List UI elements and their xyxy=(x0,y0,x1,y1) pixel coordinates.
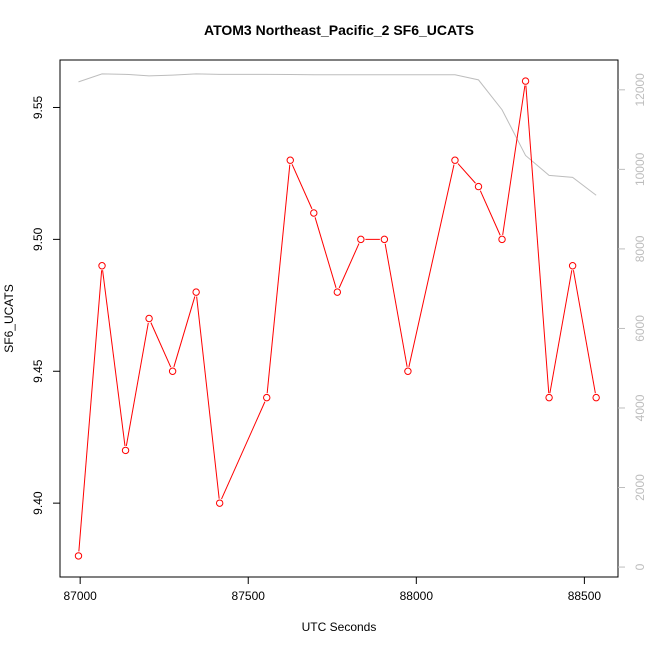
x-tick-label: 88000 xyxy=(400,589,434,603)
sf6-line-segment xyxy=(408,164,455,367)
y2-tick-label: 12000 xyxy=(633,73,647,107)
y2-tick-label: 8000 xyxy=(633,235,647,262)
y-tick-label: 9.55 xyxy=(31,95,45,119)
altitude-line xyxy=(78,73,597,196)
data-point xyxy=(592,393,600,402)
data-point xyxy=(380,235,389,244)
data-point xyxy=(521,77,530,85)
y2-tick-label: 2000 xyxy=(633,474,647,501)
data-point xyxy=(98,262,106,270)
sf6-line-segment xyxy=(173,296,196,368)
sf6-line-segment xyxy=(525,85,550,394)
sf6-line-segment xyxy=(125,322,149,447)
data-point xyxy=(568,262,577,270)
sf6-line-segment xyxy=(502,85,526,235)
data-point xyxy=(121,446,130,455)
sf6-line-segment xyxy=(196,296,220,499)
data-point xyxy=(451,156,459,164)
y-tick-label: 9.45 xyxy=(31,359,45,383)
sf6-line-segment xyxy=(102,270,126,446)
data-point xyxy=(192,288,200,296)
sf6-line-segment xyxy=(266,164,291,394)
data-point xyxy=(357,235,365,244)
sf6-line-segment xyxy=(314,217,337,288)
sf6-line-segment xyxy=(221,401,266,500)
series-layer xyxy=(74,73,600,560)
data-point xyxy=(310,209,318,217)
sf6-line-segment xyxy=(291,164,313,210)
x-tick-label: 87000 xyxy=(63,589,97,603)
data-point xyxy=(215,499,224,507)
y2-tick-label: 6000 xyxy=(633,315,647,342)
y2-tick-label: 10000 xyxy=(633,152,647,186)
data-point xyxy=(498,235,506,244)
x-axis-label: UTC Seconds xyxy=(302,620,377,634)
axis-ticks: 87000 87500 88000 88500 9.40 9.45 9.50 9.55 0 200… xyxy=(31,73,647,603)
sf6-line-segment xyxy=(479,190,501,236)
y-tick-label: 9.40 xyxy=(31,491,45,515)
data-point xyxy=(545,393,553,402)
sf6-line-segment xyxy=(457,163,476,184)
y-axis-label: SF6_UCATS xyxy=(2,284,16,352)
data-point xyxy=(474,182,483,191)
data-point xyxy=(286,156,294,164)
x-tick-label: 88500 xyxy=(568,589,602,603)
data-point xyxy=(263,393,271,402)
sf6-line-segment xyxy=(384,243,408,367)
sf6-line-segment xyxy=(78,270,103,552)
y2-tick-label: 4000 xyxy=(633,394,647,421)
sf6-line-segment xyxy=(549,270,573,394)
chart-title: ATOM3 Northeast_Pacific_2 SF6_UCATS xyxy=(204,22,474,38)
data-point xyxy=(145,314,153,323)
sf6-line-segment xyxy=(338,243,360,289)
data-point xyxy=(333,288,342,296)
x-tick-label: 87500 xyxy=(232,589,266,603)
sf6-line-segment xyxy=(150,322,172,368)
y2-tick-label: 0 xyxy=(633,563,647,570)
data-point xyxy=(74,552,83,560)
plot-frame xyxy=(59,59,619,578)
data-point xyxy=(404,367,412,375)
y-tick-label: 9.50 xyxy=(31,227,45,251)
sf6-line-segment xyxy=(572,270,596,394)
data-point xyxy=(168,367,177,375)
